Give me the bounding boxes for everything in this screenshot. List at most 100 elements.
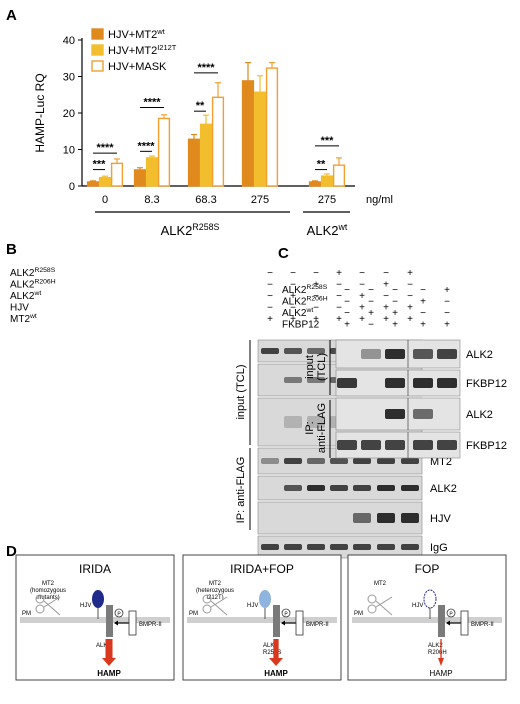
gel-band <box>337 440 357 450</box>
condition-sign: + <box>368 308 374 319</box>
legend-swatch <box>91 28 104 40</box>
section-label: IP: <box>304 421 316 434</box>
condition-sign: + <box>420 320 426 331</box>
bmpr2-label: BMPR-II <box>306 622 329 628</box>
gel-band <box>385 378 405 388</box>
alk2-receptor <box>106 605 113 637</box>
bar <box>145 157 159 187</box>
gel-band <box>353 513 371 523</box>
significance-label: **** <box>137 140 155 152</box>
gel-band <box>307 377 325 383</box>
gel-band <box>437 378 457 388</box>
condition-sign: + <box>359 314 365 325</box>
mt2-label: MT2 <box>374 581 387 587</box>
condition-sign: + <box>383 303 389 314</box>
significance-label: **** <box>96 142 114 154</box>
significance-label: ** <box>317 159 326 171</box>
gel-band <box>307 458 325 464</box>
condition-label: ALK2wt <box>282 307 313 319</box>
condition-label: ALK2wt <box>10 290 41 302</box>
condition-sign: + <box>359 291 365 302</box>
significance-label: **** <box>197 62 215 74</box>
gel-band <box>401 513 419 523</box>
gel-band <box>330 485 348 491</box>
gel-band <box>401 544 419 550</box>
gel-band <box>307 544 325 550</box>
x-tick-label: 275 <box>318 194 336 206</box>
panel-label-d: D <box>6 543 17 560</box>
alk2-label: ALK2 <box>96 643 111 649</box>
significance-label: *** <box>321 135 335 147</box>
gel-band <box>377 485 395 491</box>
alk2-mutation-label: R258S <box>263 650 281 656</box>
condition-label: HJV <box>10 303 29 314</box>
gel-band <box>337 378 357 388</box>
plasma-membrane <box>20 617 170 623</box>
scissors-icon <box>202 604 212 614</box>
bar <box>157 117 171 187</box>
condition-sign: − <box>368 320 374 331</box>
y-axis-label: HAMP-Luc RQ <box>33 73 47 152</box>
condition-sign: + <box>420 297 426 308</box>
condition-sign: − <box>359 268 365 279</box>
gel-band <box>330 458 348 464</box>
scissors-icon <box>367 604 377 614</box>
condition-sign: − <box>344 308 350 319</box>
y-tick-label: 10 <box>63 145 75 157</box>
scissors-icon <box>367 594 377 604</box>
condition-sign: − <box>383 291 389 302</box>
bmpr2-receptor <box>460 610 469 636</box>
condition-label: FKBP12 <box>282 320 320 331</box>
condition-sign: − <box>336 291 342 302</box>
gel-band <box>284 416 302 428</box>
scissors-icon <box>375 596 393 608</box>
gel-band <box>361 440 381 450</box>
condition-sign: − <box>420 308 426 319</box>
scissors-icon <box>375 600 393 616</box>
alk2-receptor <box>273 605 280 637</box>
pm-label: PM <box>22 611 31 617</box>
x-tick-label: 0 <box>102 194 108 206</box>
condition-sign: − <box>313 291 319 302</box>
condition-label: ALK2R206H <box>10 279 56 291</box>
activation-arrowhead <box>446 620 450 626</box>
y-tick-label: 20 <box>63 108 75 120</box>
phospho-icon <box>114 608 124 618</box>
bar <box>320 175 334 187</box>
hjv-icon <box>423 589 437 609</box>
alk2-label: ALK2 <box>263 643 278 649</box>
diagram-title: IRIDA <box>79 562 111 576</box>
mt2-label: I212T) <box>206 595 223 601</box>
band-label: HJV <box>430 513 451 525</box>
condition-label: ALK2R206H <box>282 296 328 308</box>
scissors-icon <box>202 594 212 604</box>
legend-label: HJV+MT2I212T <box>108 43 177 57</box>
condition-label: ALK2R258S <box>282 284 328 296</box>
legend-label: HJV+MASK <box>108 61 167 73</box>
legend-swatch <box>91 44 104 56</box>
condition-sign: − <box>267 268 273 279</box>
condition-sign: + <box>444 320 450 331</box>
y-tick-label: 30 <box>63 72 75 84</box>
gel-band <box>377 544 395 550</box>
bmpr2-label: BMPR-II <box>471 622 494 628</box>
condition-sign: − <box>407 280 413 291</box>
band-label: FKBP12 <box>466 440 507 452</box>
condition-sign: − <box>267 303 273 314</box>
section-label: (TCL) <box>316 353 328 381</box>
condition-sign: + <box>392 320 398 331</box>
section-label: input <box>304 355 316 379</box>
condition-sign: − <box>444 308 450 319</box>
condition-sign: + <box>344 320 350 331</box>
band-label: MT2 <box>430 456 452 468</box>
bmpr2-receptor <box>128 610 137 636</box>
condition-sign: − <box>392 297 398 308</box>
gel-band <box>413 409 433 419</box>
significance-label: *** <box>93 159 107 171</box>
gel-band <box>385 409 405 419</box>
condition-sign: − <box>383 268 389 279</box>
scissors-icon <box>43 600 61 616</box>
bar <box>253 91 267 187</box>
condition-sign: + <box>267 314 273 325</box>
